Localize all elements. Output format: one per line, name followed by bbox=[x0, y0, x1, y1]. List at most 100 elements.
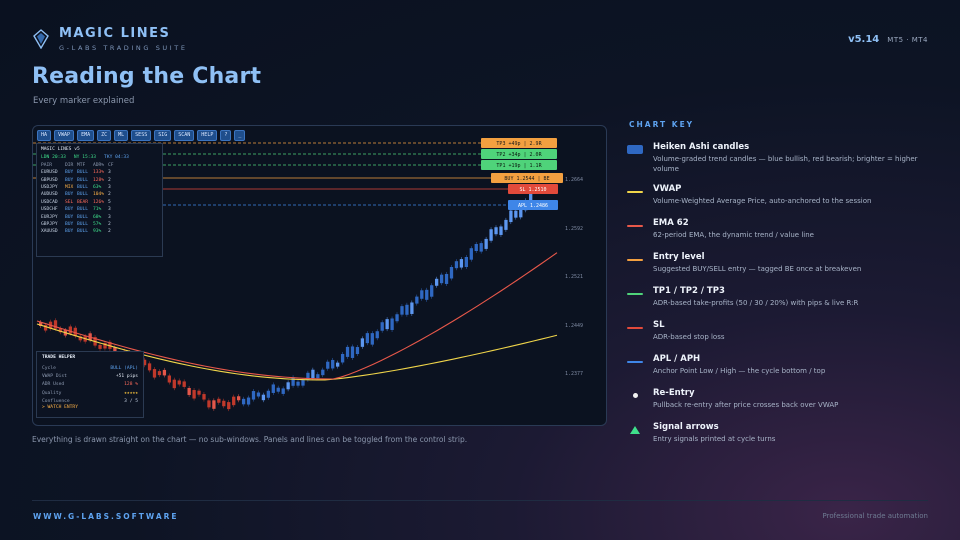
key-marker-wrap bbox=[627, 142, 643, 184]
dashboard-cell-cf: 2 bbox=[108, 177, 111, 183]
key-item-name: EMA 62 bbox=[653, 218, 689, 228]
dashboard-column-header: ADR% bbox=[93, 163, 105, 168]
heiken-ashi-candle bbox=[385, 319, 389, 330]
footer-url-link[interactable]: WWW.G-LABS.SOFTWARE bbox=[33, 512, 179, 521]
heiken-ashi-candle bbox=[251, 391, 256, 400]
heiken-ashi-candle bbox=[266, 390, 270, 398]
dashboard-cell-adr: 126% bbox=[93, 199, 105, 205]
brand: MAGIC LINES G-LABS TRADING SUITE bbox=[33, 26, 188, 52]
dashboard-rows: EURUSD BUY BULL 133% 3 GBPUSD BUY BULL 128% 2 USDJ… bbox=[41, 169, 158, 236]
heiken-ashi-candle bbox=[390, 318, 394, 330]
trade-helper-label: Quality bbox=[42, 390, 62, 396]
heiken-ashi-candle bbox=[157, 371, 162, 376]
dashboard-cell-adr: 104% bbox=[93, 192, 105, 198]
dot-icon bbox=[632, 393, 638, 398]
page-title: Reading the Chart bbox=[32, 64, 262, 89]
heiken-ashi-candle bbox=[197, 390, 201, 395]
key-text: Entry level Suggested BUY/SELL entry — ta… bbox=[653, 252, 861, 286]
dashboard-cell-mtf: BULL bbox=[77, 214, 89, 220]
heiken-ashi-candle bbox=[172, 379, 176, 389]
dashboard-row[interactable]: XAUUSD BUY BULL 93% 2 bbox=[41, 228, 158, 235]
dashboard-cell-dir: BUY bbox=[65, 192, 74, 198]
heiken-ashi-candle bbox=[167, 375, 171, 383]
dashboard-row[interactable]: GBPUSD BUY BULL 128% 2 bbox=[41, 176, 158, 183]
heiken-ashi-candle bbox=[499, 226, 503, 235]
key-item-entry-level: Entry level Suggested BUY/SELL entry — ta… bbox=[627, 252, 927, 286]
heiken-ashi-candle bbox=[529, 192, 533, 204]
dashboard-title: MAGIC LINES v5 bbox=[41, 147, 80, 152]
heiken-ashi-candle bbox=[43, 325, 48, 331]
toggle-button-sig[interactable]: SIG bbox=[154, 130, 172, 141]
toggle-button-zc[interactable]: ZC bbox=[97, 130, 112, 141]
dashboard-row[interactable]: EURUSD BUY BULL 133% 3 bbox=[41, 169, 158, 176]
trade-helper-row: Quality ★★★★★ bbox=[42, 389, 138, 397]
heiken-ashi-candle bbox=[68, 326, 72, 334]
price-tick-label: 1.2664 bbox=[565, 177, 583, 183]
toggle-button-minimize[interactable]: _ bbox=[234, 130, 246, 141]
version-platforms: MT5 · MT4 bbox=[887, 36, 928, 44]
heiken-ashi-candle bbox=[311, 369, 315, 379]
key-item-name: VWAP bbox=[653, 184, 682, 194]
footer-tagline: Professional trade automation bbox=[822, 512, 928, 520]
entry-tag-text: BUY 1.2544 | BE bbox=[504, 176, 549, 182]
scanner-dashboard[interactable]: MAGIC LINES v5 LDN 20:33 NY 15:33 TKY 04:3… bbox=[36, 143, 163, 257]
key-marker-wrap bbox=[627, 184, 643, 218]
dashboard-cell-adr: 128% bbox=[93, 177, 105, 183]
trade-helper-row: ADR Used 128 % bbox=[42, 381, 138, 389]
heiken-ashi-candle bbox=[345, 346, 350, 357]
dashboard-row[interactable]: GBPJPY BUY BULL 57% 2 bbox=[41, 221, 158, 228]
dashboard-cell-cf: 2 bbox=[108, 192, 111, 198]
toggle-button-scan[interactable]: SCAN bbox=[174, 130, 195, 141]
chart-canvas[interactable]: 1.2664 1.2592 1.2521 1.2449 1.2377 TP3 +49p |… bbox=[33, 126, 607, 426]
toggle-button-vwap[interactable]: VWAP bbox=[54, 130, 75, 141]
key-item-name: SL bbox=[653, 320, 665, 330]
trade-helper-row: Cycle BULL (APL) bbox=[42, 364, 138, 372]
toggle-button-ema[interactable]: EMA bbox=[77, 130, 95, 141]
dashboard-row[interactable]: USDCHF BUY BULL 71% 3 bbox=[41, 206, 158, 213]
chart-panel[interactable]: 1.2664 1.2592 1.2521 1.2449 1.2377 TP3 +49p |… bbox=[32, 125, 607, 426]
watch-entry-alert: > WATCH ENTRY bbox=[42, 405, 78, 411]
ema-62-line bbox=[36, 252, 558, 380]
line-swatch-icon bbox=[627, 225, 643, 227]
heiken-ashi-candle bbox=[241, 398, 246, 405]
heiken-ashi-candle bbox=[232, 396, 236, 406]
trade-helper-panel[interactable]: TRADE HELPER Cycle BULL (APL) VWAP Dist +51… bbox=[36, 351, 144, 418]
dashboard-row[interactable]: EURJPY BUY BULL 68% 3 bbox=[41, 213, 158, 220]
key-text: Re-Entry Pullback re-entry after price cr… bbox=[653, 388, 838, 422]
heiken-ashi-candle bbox=[365, 333, 369, 344]
toggle-button-sess[interactable]: SESS bbox=[131, 130, 152, 141]
dashboard-row[interactable]: USDJPY MIX BULL 63% 3 bbox=[41, 184, 158, 191]
line-swatch-icon bbox=[627, 293, 643, 295]
tp1-tag-text: TP1 +19p | 1.1R bbox=[496, 163, 542, 169]
dashboard-cell-cf: 3 bbox=[108, 207, 111, 213]
version-info: v5.14 MT5 · MT4 bbox=[848, 34, 928, 45]
toggle-button-help-q[interactable]: ? bbox=[220, 130, 232, 141]
toggle-button-ml[interactable]: ML bbox=[114, 130, 129, 141]
heiken-ashi-candle bbox=[430, 285, 434, 297]
heiken-ashi-candle bbox=[296, 381, 300, 386]
dashboard-cell-pair: USDCHF bbox=[41, 207, 58, 213]
dashboard-row[interactable]: AUDUSD BUY BULL 104% 2 bbox=[41, 191, 158, 198]
key-item-description: Volume-Weighted Average Price, auto-anch… bbox=[653, 197, 872, 205]
heiken-ashi-candle bbox=[291, 377, 295, 386]
tp3-tag: TP3 +49p | 2.9R bbox=[481, 138, 557, 148]
heiken-ashi-candle bbox=[98, 344, 102, 349]
dashboard-cell-cf: 3 bbox=[108, 170, 111, 176]
heiken-ashi-candle bbox=[78, 336, 82, 341]
key-marker-wrap bbox=[627, 422, 643, 456]
dashboard-row[interactable]: USDCAD SEL BEAR 126% 5 bbox=[41, 199, 158, 206]
dashboard-cell-dir: MIX bbox=[65, 184, 74, 190]
heiken-ashi-candle bbox=[217, 398, 221, 403]
heiken-ashi-candle bbox=[360, 338, 365, 347]
toggle-button-help[interactable]: HELP bbox=[197, 130, 218, 141]
dashboard-cell-pair: EURUSD bbox=[41, 170, 58, 176]
heiken-ashi-candle bbox=[192, 390, 196, 399]
price-tick-label: 1.2449 bbox=[565, 323, 583, 329]
heiken-ashi-candle bbox=[420, 290, 424, 299]
heiken-ashi-candle bbox=[340, 353, 345, 363]
toggle-button-ha[interactable]: HA bbox=[37, 130, 52, 141]
key-item-description: Entry signals printed at cycle turns bbox=[653, 435, 776, 443]
heiken-ashi-candle bbox=[321, 369, 325, 376]
dashboard-cell-adr: 57% bbox=[93, 221, 102, 227]
dashboard-cell-mtf: BULL bbox=[77, 229, 89, 235]
